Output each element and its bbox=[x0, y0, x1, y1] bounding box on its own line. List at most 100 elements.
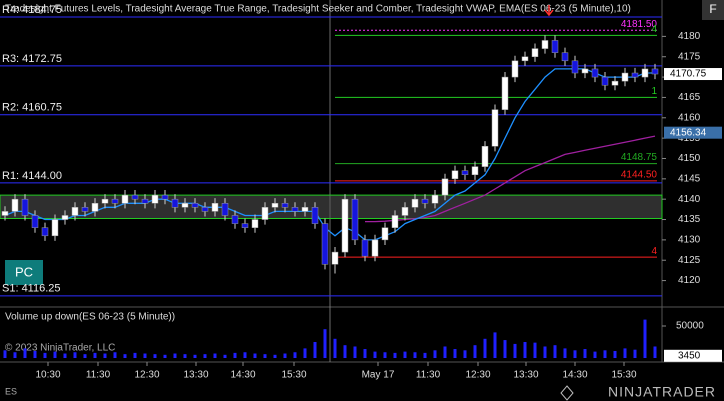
volume-title: Volume up down(ES 06-23 (5 Minute)) bbox=[5, 312, 175, 323]
level-label: R1: 4144.00 bbox=[2, 170, 62, 182]
volume-bar bbox=[383, 352, 387, 358]
volume-bar bbox=[613, 350, 617, 358]
volume-bar bbox=[333, 338, 337, 358]
volume-bar bbox=[203, 354, 207, 358]
badge[interactable] bbox=[5, 260, 43, 285]
volume-bar bbox=[273, 354, 277, 358]
volume-bar bbox=[173, 353, 177, 358]
volume-bar bbox=[563, 348, 567, 358]
volume-bar bbox=[533, 342, 537, 358]
volume-bar bbox=[133, 352, 137, 358]
candle-body bbox=[121, 194, 129, 204]
candle-body bbox=[641, 68, 649, 78]
volume-bar bbox=[263, 354, 267, 358]
candle-body bbox=[391, 215, 399, 228]
target-label: 4 bbox=[651, 24, 657, 35]
candle-body bbox=[271, 203, 279, 208]
candle-body bbox=[631, 72, 639, 78]
volume-bar bbox=[413, 352, 417, 358]
volume-bar bbox=[83, 354, 87, 358]
candle-body bbox=[151, 194, 159, 204]
candle-body bbox=[321, 223, 329, 265]
x-tick-label: 14:30 bbox=[562, 370, 587, 381]
y-tick-label: 4175 bbox=[678, 51, 701, 62]
y-tick-label: 4130 bbox=[678, 235, 701, 246]
candle-body bbox=[561, 52, 569, 62]
volume-bar bbox=[403, 351, 407, 358]
level-label: R3: 4172.75 bbox=[2, 53, 62, 65]
volume-bar bbox=[53, 351, 57, 358]
candle-body bbox=[281, 203, 289, 208]
target-label: 4144.50 bbox=[621, 170, 658, 181]
target-label: 4148.75 bbox=[621, 152, 658, 163]
price-marker-label: 4170.75 bbox=[670, 69, 707, 80]
chart-title: Tradesight Futures Levels, Tradesight Av… bbox=[5, 4, 631, 15]
candle-body bbox=[451, 170, 459, 180]
candle-body bbox=[211, 203, 219, 212]
volume-bar bbox=[303, 348, 307, 358]
candle-body bbox=[411, 198, 419, 208]
badge-label: PC bbox=[15, 264, 33, 279]
candle-body bbox=[371, 239, 379, 257]
volume-bar bbox=[313, 342, 317, 358]
x-tick-label: 15:30 bbox=[281, 370, 306, 381]
volume-bar bbox=[473, 345, 477, 358]
candle-body bbox=[11, 198, 19, 212]
price-marker bbox=[664, 68, 722, 81]
candle-body bbox=[591, 68, 599, 78]
brand-logo bbox=[560, 385, 574, 401]
volume-marker-label: 3450 bbox=[678, 350, 701, 361]
candle-body bbox=[201, 207, 209, 212]
candle-body bbox=[31, 215, 39, 228]
volume-bar bbox=[653, 346, 657, 358]
target-label: 1 bbox=[651, 86, 657, 97]
volume-bar bbox=[513, 343, 517, 358]
volume-bar bbox=[213, 353, 217, 358]
level-label: R4: 4184.75 bbox=[2, 4, 62, 16]
corner-label: F bbox=[709, 2, 716, 16]
volume-bar bbox=[143, 353, 147, 358]
candle-body bbox=[331, 251, 339, 265]
instrument: ES bbox=[5, 386, 17, 396]
brand: NINJATRADER bbox=[608, 384, 716, 400]
volume-bar bbox=[443, 346, 447, 358]
candle-body bbox=[41, 227, 49, 237]
volume-bar bbox=[393, 352, 397, 358]
y-tick-label: 4180 bbox=[678, 31, 701, 42]
volume-bar bbox=[33, 350, 37, 358]
volume-bar bbox=[553, 345, 557, 358]
volume-bar bbox=[603, 350, 607, 358]
y-tick-label: 4160 bbox=[678, 112, 701, 123]
x-tick-label: 13:30 bbox=[513, 370, 538, 381]
candle-body bbox=[1, 211, 9, 216]
candle-body bbox=[241, 223, 249, 228]
candle-body bbox=[621, 72, 629, 82]
candle-body bbox=[301, 207, 309, 212]
volume-marker bbox=[664, 349, 722, 362]
price-marker-label: 4156.34 bbox=[670, 127, 707, 138]
candle-body bbox=[291, 207, 299, 212]
candle-body bbox=[401, 207, 409, 216]
volume-bar bbox=[543, 346, 547, 358]
volume-bar bbox=[423, 352, 427, 358]
candle-body bbox=[571, 60, 579, 74]
volume-bar bbox=[253, 353, 257, 358]
corner-button[interactable] bbox=[702, 0, 724, 20]
volume-bar bbox=[63, 353, 67, 358]
volume-bar bbox=[93, 352, 97, 358]
candle-body bbox=[461, 170, 469, 176]
x-tick-label: 10:30 bbox=[35, 370, 60, 381]
volume-bar bbox=[363, 349, 367, 358]
volume-bar bbox=[633, 349, 637, 358]
y-tick-label: 4125 bbox=[678, 255, 701, 266]
volume-bar bbox=[573, 350, 577, 358]
vwap-line bbox=[365, 135, 656, 223]
x-tick-label: May 17 bbox=[362, 370, 395, 381]
volume-bar bbox=[433, 350, 437, 358]
volume-bar bbox=[353, 346, 357, 358]
candle-body bbox=[91, 203, 99, 212]
volume-bar bbox=[293, 352, 297, 358]
candle-body bbox=[81, 207, 89, 212]
volume-bar bbox=[193, 354, 197, 358]
